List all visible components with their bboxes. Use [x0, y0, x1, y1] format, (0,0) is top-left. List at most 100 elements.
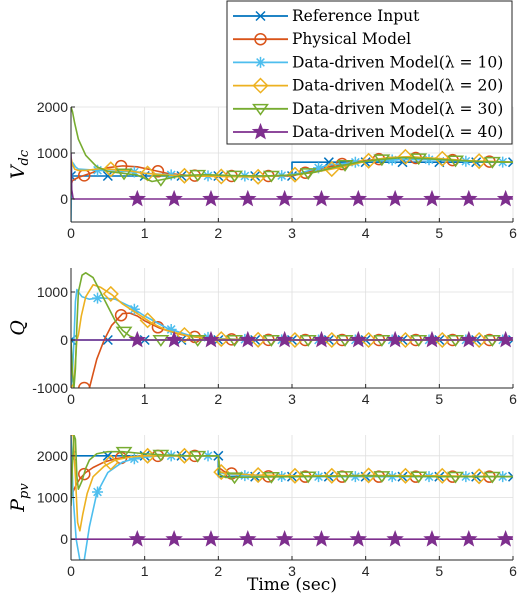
marker-data-driven-model-40 [275, 330, 294, 348]
x-tick-label: 3 [288, 225, 296, 241]
marker-data-driven-model-30 [262, 170, 280, 183]
marker-data-driven-model-40 [496, 189, 513, 207]
x-tick-label: 6 [509, 225, 517, 241]
x-tick-label: 0 [67, 225, 75, 241]
legend: Reference Input Physical Model Data-driven… [226, 0, 513, 145]
marker-data-driven-model-20 [250, 168, 267, 185]
legend-label: Data-driven Model(λ = 30) [292, 100, 503, 118]
marker-data-driven-model-40 [386, 330, 404, 348]
marker-data-driven-model-40 [312, 330, 331, 348]
marker-data-driven-model-20 [286, 467, 304, 484]
marker-data-driven-model-40 [202, 330, 220, 348]
panel-3: 0 1 2 3 4 5 6 0 1000 2000 Ppv Time (sec) [7, 435, 517, 595]
legend-box [226, 0, 513, 145]
marker-data-driven-model-10 [423, 154, 435, 166]
marker-data-driven-model-40 [349, 330, 368, 348]
marker-data-driven-model-10 [165, 323, 177, 335]
legend-label: Physical Model [292, 30, 411, 48]
marker-data-driven-model-30 [115, 326, 133, 339]
marker-data-driven-model-20 [323, 467, 340, 484]
marker-data-driven-model-30 [226, 170, 243, 183]
marker-data-driven-model-40 [165, 189, 183, 207]
marker-data-driven-model-20 [397, 467, 414, 484]
marker-data-driven-model-40 [128, 189, 147, 207]
x-tick-label: 6 [509, 391, 517, 407]
marker-data-driven-model-20 [434, 150, 451, 167]
marker-data-driven-model-40 [165, 529, 183, 547]
y-tick-label: -1000 [32, 380, 68, 396]
marker-physical-model [151, 321, 165, 334]
marker-data-driven-model-30 [189, 169, 207, 182]
marker-physical-model [78, 381, 91, 388]
x-tick-label: 2 [214, 225, 222, 241]
x-tick-label: 1 [141, 225, 149, 241]
marker-physical-model [114, 308, 128, 322]
marker-data-driven-model-40 [386, 529, 404, 547]
marker-data-driven-model-40 [128, 529, 147, 547]
marker-data-driven-model-40 [496, 330, 513, 348]
legend-marker [255, 56, 266, 68]
legend-label: Data-driven Model(λ = 40) [292, 123, 503, 141]
y-axis-label: Ppv [7, 483, 32, 513]
marker-data-driven-model-20 [286, 166, 304, 183]
marker-data-driven-model-20 [139, 165, 156, 182]
marker-reference-input [507, 471, 513, 482]
marker-data-driven-model-40 [423, 330, 441, 348]
x-tick-label: 2 [214, 391, 222, 407]
marker-data-driven-model-40 [460, 330, 478, 348]
marker-data-driven-model-30 [483, 471, 501, 484]
marker-data-driven-model-10 [239, 470, 251, 482]
marker-data-driven-model-40 [312, 189, 331, 207]
y-axis-label: Vdc [7, 149, 32, 179]
y-tick-label: 0 [60, 191, 68, 207]
marker-data-driven-model-20 [213, 331, 230, 348]
marker-reference-input [507, 157, 513, 168]
legend-entry-physical-model: Physical Model [233, 30, 411, 48]
x-tick-label: 3 [288, 563, 296, 579]
x-tick-label: 4 [362, 225, 370, 241]
marker-data-driven-model-40 [460, 529, 478, 547]
marker-data-driven-model-30 [483, 156, 501, 169]
marker-data-driven-model-20 [176, 447, 193, 464]
marker-data-driven-model-30 [373, 154, 391, 167]
legend-entry-data-driven-model-10: Data-driven Model(λ = 10) [233, 53, 503, 71]
marker-data-driven-model-30 [410, 153, 428, 166]
marker-physical-model [78, 467, 91, 481]
x-tick-label: 0 [67, 391, 75, 407]
marker-data-driven-model-30 [115, 446, 133, 459]
x-tick-label: 5 [435, 563, 443, 579]
marker-data-driven-model-40 [239, 189, 257, 207]
legend-entry-data-driven-model-30: Data-driven Model(λ = 30) [233, 100, 503, 118]
marker-data-driven-model-10 [92, 292, 104, 304]
marker-data-driven-model-30 [299, 168, 317, 180]
marker-data-driven-model-20 [176, 326, 193, 344]
legend-label: Data-driven Model(λ = 20) [292, 77, 503, 95]
marker-data-driven-model-20 [102, 161, 119, 178]
x-tick-label: 4 [362, 391, 370, 407]
marker-data-driven-model-40 [386, 189, 404, 207]
y-axis-label: Q [7, 320, 29, 336]
marker-data-driven-model-40 [202, 529, 220, 547]
x-tick-label: 5 [435, 391, 443, 407]
marker-data-driven-model-20 [360, 467, 377, 484]
legend-entry-data-driven-model-40: Data-driven Model(λ = 40) [233, 122, 503, 141]
marker-data-driven-model-20 [176, 167, 193, 184]
marker-data-driven-model-40 [423, 189, 441, 207]
y-tick-label: 1000 [37, 490, 68, 506]
y-tick-label: 2000 [37, 99, 68, 115]
marker-data-driven-model-40 [423, 529, 441, 547]
legend-entry-reference-input: Reference Input [233, 7, 420, 25]
marker-data-driven-model-40 [349, 189, 368, 207]
marker-data-driven-model-30 [447, 155, 464, 168]
legend-marker [252, 77, 269, 94]
marker-data-driven-model-40 [460, 189, 478, 207]
marker-data-driven-model-30 [336, 160, 354, 172]
legend-label: Data-driven Model(λ = 10) [292, 53, 503, 71]
x-tick-label: 2 [214, 563, 222, 579]
marker-data-driven-model-40 [275, 189, 294, 207]
y-tick-label: 1000 [37, 145, 68, 161]
marker-data-driven-model-30 [336, 471, 354, 483]
marker-data-driven-model-30 [299, 471, 317, 484]
legend-label: Reference Input [292, 7, 420, 25]
